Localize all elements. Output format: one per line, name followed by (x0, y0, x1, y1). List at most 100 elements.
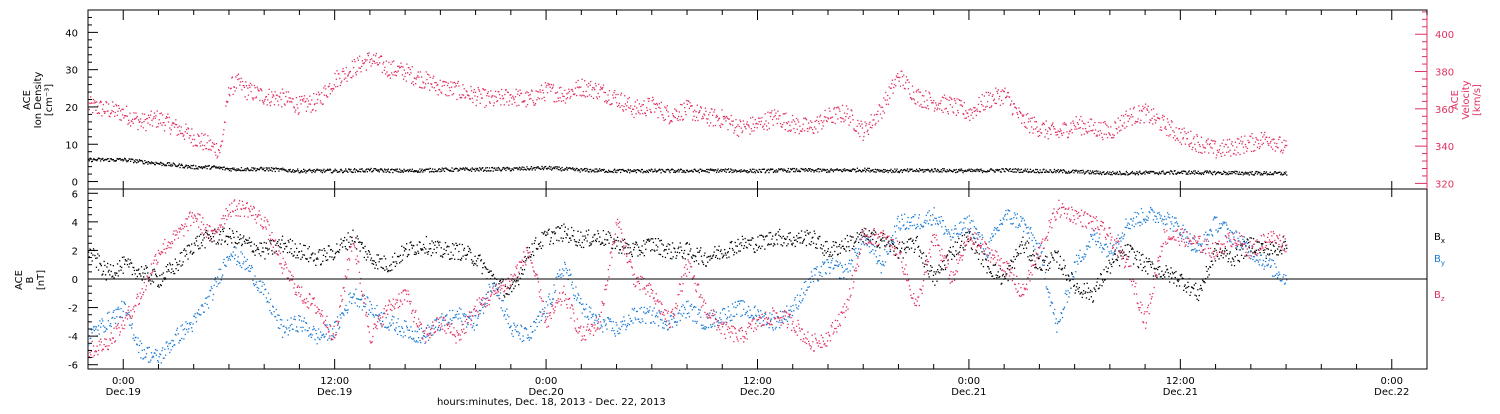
bx-point (854, 241, 856, 243)
density-point (658, 168, 661, 170)
density-point (570, 168, 572, 170)
velocity-point (138, 121, 140, 123)
density-point (576, 168, 578, 170)
velocity-point (778, 115, 780, 117)
velocity-point (864, 121, 866, 123)
bx-point (202, 239, 204, 241)
velocity-point (940, 100, 942, 102)
density-point (1245, 173, 1247, 175)
velocity-point (248, 84, 250, 87)
density-point (611, 170, 613, 173)
density-point (464, 169, 466, 171)
bx-point (1153, 267, 1155, 270)
density-point (273, 168, 275, 170)
bx-point (644, 243, 646, 245)
velocity-point (612, 94, 614, 96)
velocity-point (833, 108, 835, 110)
bx-point (492, 275, 494, 277)
density-point (1184, 170, 1186, 172)
bx-point (1093, 287, 1095, 289)
bx-point (992, 275, 994, 277)
velocity-point (685, 114, 687, 116)
density-point (1018, 171, 1020, 174)
bx-point (1068, 280, 1071, 282)
density-point (1242, 174, 1244, 176)
density-point (1088, 172, 1090, 174)
velocity-point (293, 107, 296, 109)
density-point (942, 168, 944, 170)
bx-point (769, 243, 771, 246)
density-point (1241, 171, 1244, 174)
velocity-point (1231, 141, 1233, 143)
velocity-point (889, 87, 892, 89)
bx-point (1128, 251, 1131, 253)
density-point (1259, 174, 1262, 176)
density-point (817, 168, 819, 170)
velocity-point (1073, 124, 1075, 127)
velocity-point (678, 115, 680, 118)
velocity-point (904, 88, 906, 90)
density-point (797, 170, 799, 173)
velocity-point (1247, 139, 1249, 142)
density-point (836, 168, 838, 170)
density-point (865, 171, 867, 173)
density-point (195, 167, 198, 170)
velocity-point (999, 95, 1001, 98)
velocity-point (296, 103, 298, 106)
velocity-point (1239, 153, 1241, 156)
velocity-point (225, 100, 228, 102)
density-point (274, 170, 276, 173)
velocity-point (529, 93, 531, 96)
bx-point (169, 264, 172, 266)
density-point (1252, 174, 1254, 176)
density-point (303, 168, 305, 170)
bx-point (860, 231, 862, 234)
velocity-point (604, 101, 606, 103)
density-point (832, 171, 835, 173)
bx-point (340, 238, 342, 240)
bx-point (204, 247, 206, 249)
velocity-point (267, 93, 270, 96)
velocity-point (951, 106, 953, 108)
bx-point (573, 239, 576, 241)
density-point (112, 159, 114, 161)
density-point (882, 171, 884, 173)
bx-point (841, 245, 844, 247)
bx-point (975, 250, 978, 252)
bx-point (931, 266, 933, 268)
density-point (1050, 169, 1052, 171)
bx-point (387, 269, 389, 272)
density-point (672, 169, 674, 171)
bx-point (1059, 264, 1061, 266)
density-point (515, 167, 517, 169)
bx-point (408, 249, 411, 251)
bx-point (703, 254, 705, 257)
bx-point (601, 241, 603, 243)
velocity-point (827, 117, 829, 119)
density-point (626, 171, 628, 173)
density-point (637, 169, 639, 171)
velocity-point (1146, 109, 1149, 111)
bx-point (208, 234, 210, 236)
bx-point (1164, 271, 1167, 273)
density-point (801, 168, 803, 170)
bx-point (1152, 263, 1154, 265)
density-point (262, 169, 264, 171)
bx-point (88, 256, 90, 258)
velocity-point (696, 104, 698, 106)
bx-point (838, 245, 840, 248)
velocity-point (1112, 136, 1115, 139)
velocity-point (616, 105, 619, 108)
velocity-point (791, 114, 794, 117)
density-point (383, 171, 385, 173)
bx-point (355, 237, 357, 239)
velocity-point (425, 71, 427, 73)
bx-point (551, 231, 553, 233)
velocity-point (1126, 125, 1128, 128)
velocity-point (1276, 146, 1278, 149)
density-point (558, 166, 560, 168)
bx-point (1105, 266, 1107, 268)
bx-point (1178, 285, 1181, 287)
density-point (1110, 174, 1112, 176)
bx-point (95, 266, 98, 268)
